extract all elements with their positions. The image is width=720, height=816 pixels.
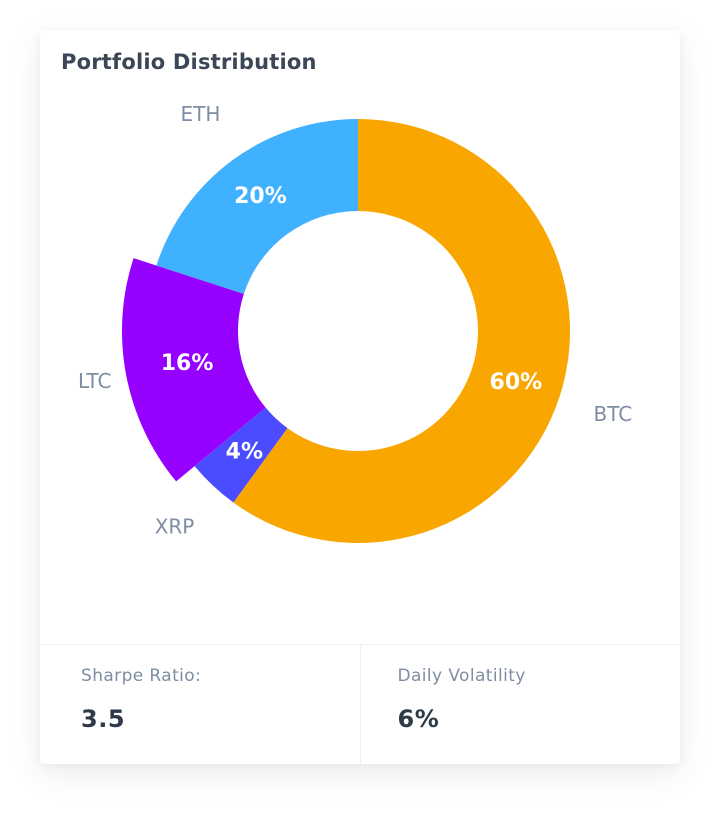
category-label-xrp: XRP: [155, 514, 195, 538]
sharpe-ratio-label: Sharpe Ratio:: [81, 666, 202, 686]
percent-label-btc: 60%: [490, 370, 543, 395]
slice-btc[interactable]: [233, 119, 570, 543]
category-label-ltc: LTC: [78, 369, 111, 393]
percent-label-xrp: 4%: [226, 440, 263, 465]
category-label-btc: BTC: [594, 402, 633, 426]
sharpe-ratio-stat: Sharpe Ratio: 3.5: [40, 645, 360, 765]
portfolio-donut-chart: 60% BTC 4% XRP 16% LTC 20% ETH: [78, 102, 632, 543]
donut-slices: [121, 119, 570, 543]
percent-label-ltc: 16%: [161, 351, 214, 376]
daily-volatility-value: 6%: [397, 705, 440, 733]
donut-labels: 60% BTC 4% XRP 16% LTC 20% ETH: [78, 102, 632, 538]
slice-ltc[interactable]: [121, 258, 266, 482]
percent-label-eth: 20%: [234, 184, 287, 209]
sharpe-ratio-value: 3.5: [81, 705, 126, 733]
daily-volatility-stat: Daily Volatility 6%: [359, 645, 681, 765]
portfolio-card: Portfolio Distribution 60% BTC 4% XRP 16% LTC…: [40, 30, 680, 765]
daily-volatility-label: Daily Volatility: [397, 666, 526, 686]
category-label-eth: ETH: [181, 102, 221, 126]
card-title: Portfolio Distribution: [61, 50, 317, 74]
stats-row: Sharpe Ratio: 3.5 Daily Volatility 6%: [40, 644, 680, 765]
slice-xrp[interactable]: [194, 407, 288, 503]
slice-eth[interactable]: [156, 119, 358, 294]
